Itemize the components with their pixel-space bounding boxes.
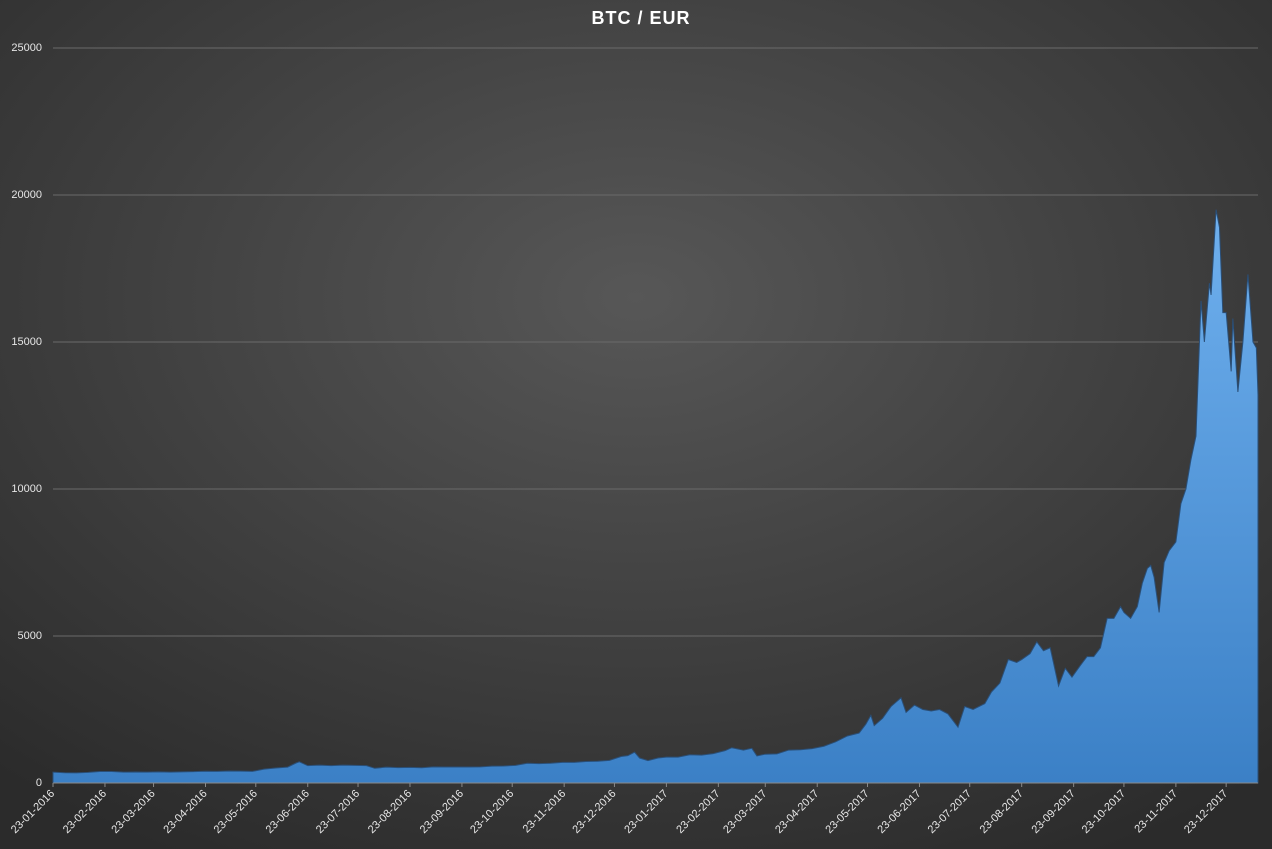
y-tick-label: 25000	[11, 42, 42, 54]
y-tick-label: 20000	[11, 189, 42, 201]
area	[52, 209, 1259, 784]
y-tick-label: 0	[36, 777, 42, 789]
y-tick-label: 5000	[18, 630, 42, 642]
y-tick-label: 10000	[11, 483, 42, 495]
y-tick-label: 15000	[11, 336, 42, 348]
chart-title: BTC / EUR	[592, 8, 691, 28]
